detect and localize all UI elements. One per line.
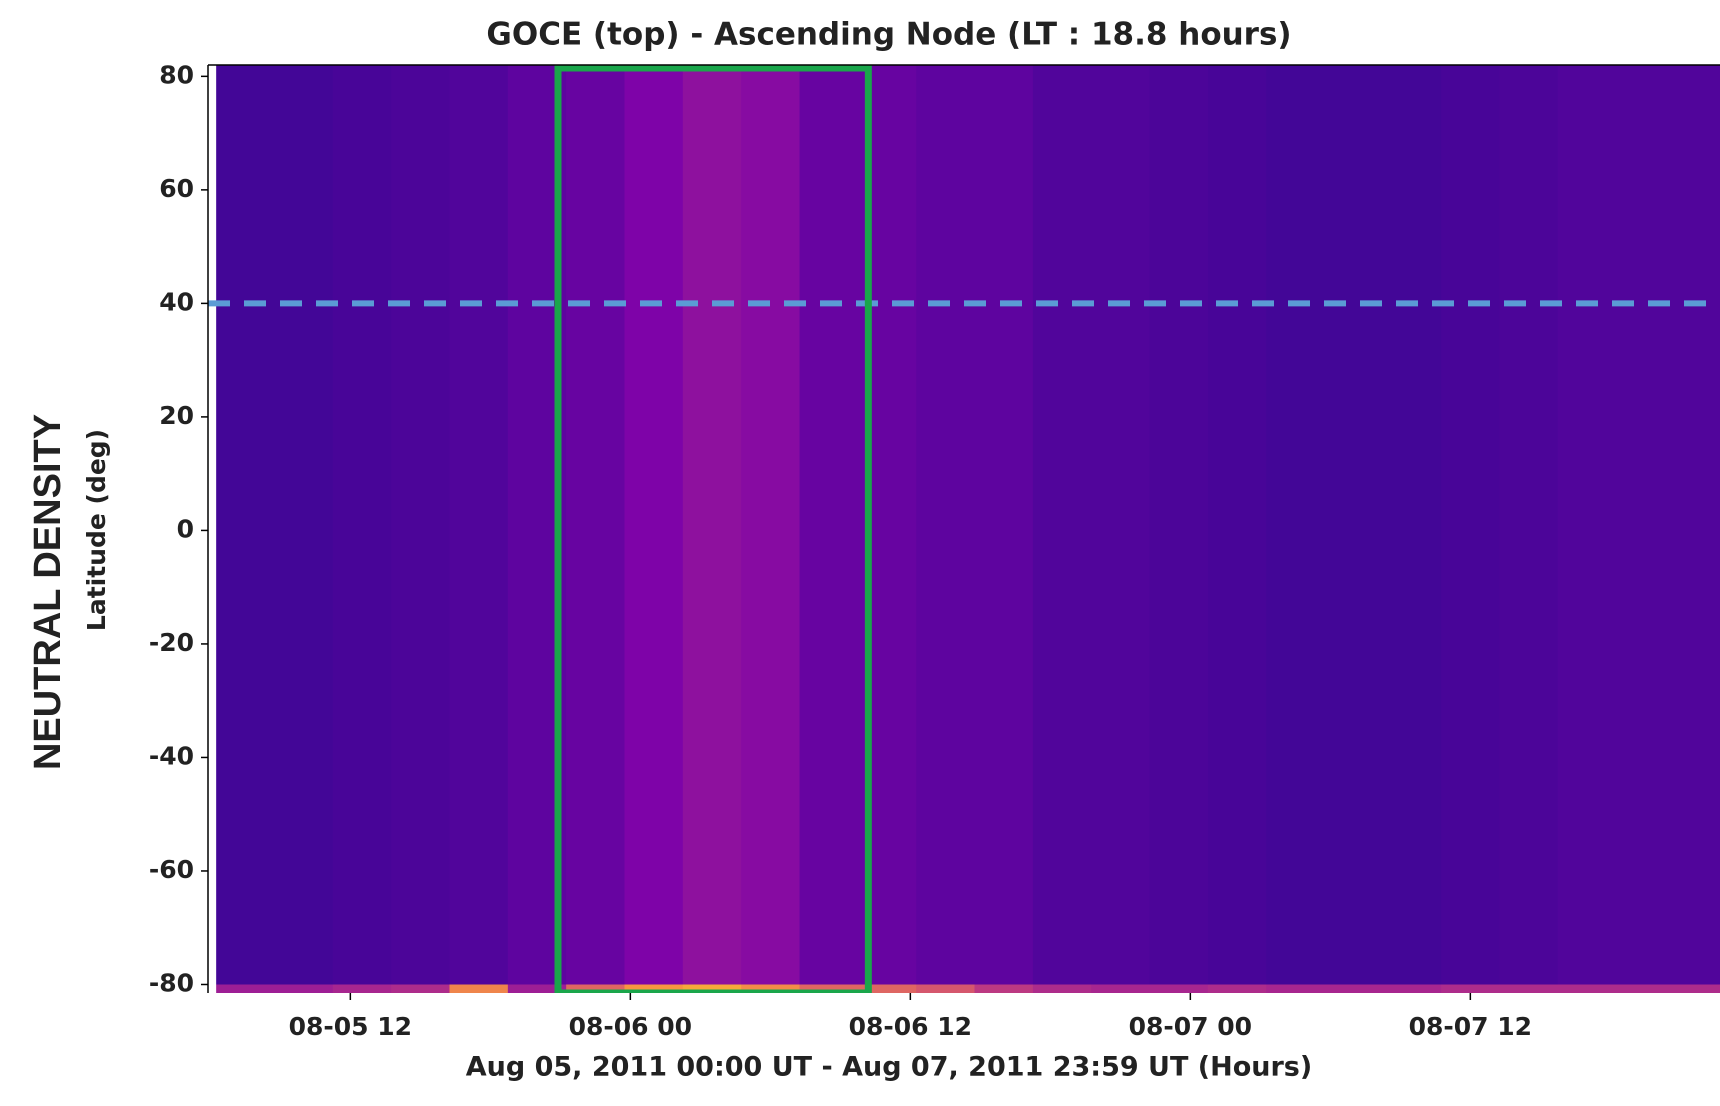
x-tick-label: 08-06 12 [849, 1012, 972, 1041]
heatmap-column [624, 65, 684, 993]
axes: -80 -60 -40 -20 0 20 40 60 80 08-05 12 08-06 00 08-… [149, 60, 1720, 1041]
y-tick-label: 60 [159, 174, 194, 203]
x-axis-label: Aug 05, 2011 00:00 UT - Aug 07, 2011 23:… [466, 1052, 1312, 1083]
heatmap-column [1266, 65, 1325, 993]
heatmap-column [1324, 65, 1384, 993]
x-tick-label: 08-06 00 [569, 1012, 692, 1041]
heatmap-column [682, 65, 742, 993]
heatmap-column [974, 65, 1034, 993]
y-axis-label: Latitude (deg) [82, 429, 111, 631]
heatmap-column [1207, 65, 1267, 993]
heatmap-column [1499, 65, 1559, 993]
heatmap-column [1382, 65, 1442, 993]
x-tick-label: 08-07 00 [1129, 1012, 1252, 1041]
side-label: NEUTRAL DENSITY [27, 414, 69, 770]
heatmap-column [1149, 65, 1209, 993]
x-tick-label: 08-05 12 [289, 1012, 412, 1041]
heatmap-column [566, 65, 625, 993]
heatmap-column [332, 65, 392, 993]
y-tick-label: 40 [159, 287, 194, 316]
heatmap-column [391, 65, 450, 993]
heatmap-column [1441, 65, 1500, 993]
heatmap-column [799, 65, 859, 993]
heatmap-column [1091, 65, 1150, 993]
x-tick-label: 08-07 12 [1409, 1012, 1532, 1041]
y-tick-label: -20 [149, 628, 194, 657]
heatmap-column [1616, 65, 1675, 993]
heatmap-column [449, 65, 509, 993]
highlight-box [554, 65, 872, 993]
heatmap-column [216, 65, 275, 993]
y-tick-label: -40 [149, 741, 194, 770]
y-tick-label: 20 [159, 401, 194, 430]
plot-area [208, 65, 1720, 993]
y-tick-label: -80 [149, 968, 194, 997]
y-tick-label: -60 [149, 855, 194, 884]
heatmap-column [1674, 65, 1720, 993]
heatmap-column [1032, 65, 1092, 993]
y-tick-label: 80 [159, 60, 194, 89]
heatmap-column [274, 65, 334, 993]
heatmap-column [1557, 65, 1617, 993]
heatmap-column [741, 65, 800, 993]
heatmap-column [916, 65, 975, 993]
chart-title: GOCE (top) - Ascending Node (LT : 18.8 h… [486, 17, 1291, 53]
y-tick-label: 0 [177, 514, 194, 543]
